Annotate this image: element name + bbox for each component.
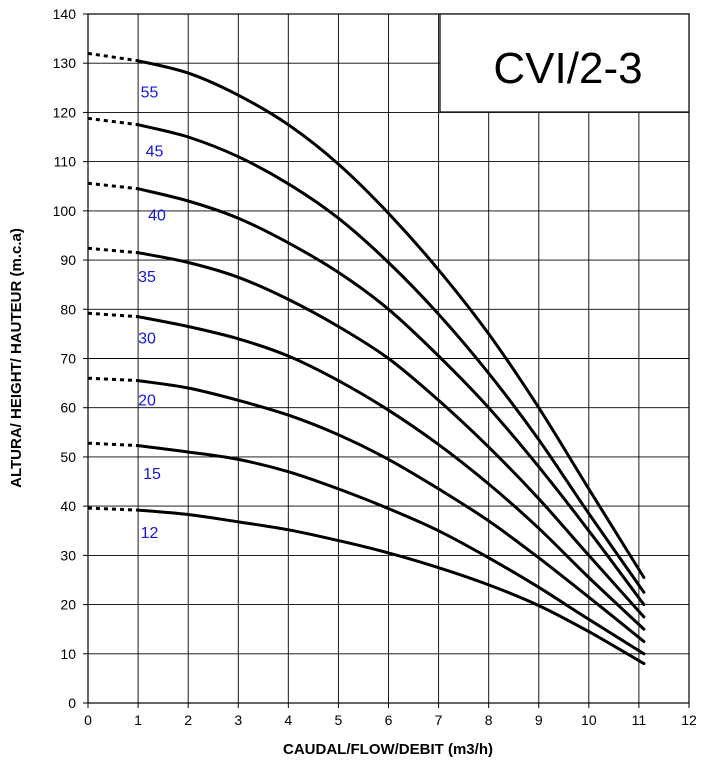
x-tick-label: 6 bbox=[385, 712, 393, 728]
x-tick-label: 12 bbox=[681, 712, 697, 728]
curve-label-40: 40 bbox=[148, 208, 166, 225]
curve-extension-55 bbox=[87, 51, 139, 63]
curve-30 bbox=[136, 315, 646, 631]
y-tick-label: 40 bbox=[60, 498, 76, 514]
curve-extension-30 bbox=[87, 311, 139, 319]
title-box-frame bbox=[439, 13, 690, 113]
curve-extension-40 bbox=[87, 181, 139, 191]
curve-label-30: 30 bbox=[138, 331, 156, 348]
curve-label-12: 12 bbox=[141, 525, 159, 542]
curve-40 bbox=[136, 187, 646, 607]
y-tick-label: 50 bbox=[60, 449, 76, 465]
x-tick-label: 8 bbox=[485, 712, 493, 728]
curve-extension-35 bbox=[87, 246, 139, 255]
y-tick-label: 120 bbox=[53, 104, 77, 120]
x-tick-label: 7 bbox=[435, 712, 443, 728]
x-tick-label: 0 bbox=[84, 712, 92, 728]
y-tick-label: 10 bbox=[60, 646, 76, 662]
curve-extension-45 bbox=[87, 116, 139, 127]
curve-label-45: 45 bbox=[146, 144, 164, 161]
curve-extension-15 bbox=[87, 441, 139, 448]
curve-extension-12 bbox=[87, 506, 139, 512]
x-tick-labels: 0 1 2 3 4 5 6 7 8 9 10 11 12 bbox=[84, 703, 697, 728]
curve-55 bbox=[136, 59, 646, 579]
y-tick-label: 80 bbox=[60, 301, 76, 317]
x-tick-label: 1 bbox=[134, 712, 142, 728]
curve-20 bbox=[136, 379, 646, 643]
curve-labels: 55 45 40 35 30 20 15 12 bbox=[138, 85, 166, 542]
y-tick-label: 110 bbox=[54, 154, 77, 170]
y-tick-label: 30 bbox=[60, 547, 76, 563]
title-box: CVI/2-3 bbox=[439, 13, 690, 113]
y-tick-label: 130 bbox=[53, 55, 77, 71]
y-tick-labels: 0 10 20 30 40 50 60 70 80 90 100 110 120 130 140 bbox=[53, 6, 88, 711]
y-tick-label: 140 bbox=[53, 6, 77, 22]
curve-label-20: 20 bbox=[138, 392, 156, 409]
y-tick-label: 0 bbox=[68, 695, 76, 711]
x-tick-label: 10 bbox=[581, 712, 597, 728]
curve-35 bbox=[136, 251, 646, 619]
chart-title: CVI/2-3 bbox=[493, 44, 642, 93]
x-tick-label: 9 bbox=[535, 712, 543, 728]
x-tick-label: 3 bbox=[234, 712, 242, 728]
curve-45 bbox=[136, 123, 646, 594]
curve-15 bbox=[136, 444, 646, 656]
y-tick-label: 70 bbox=[60, 351, 76, 367]
x-axis-title: CAUDAL/FLOW/DEBIT (m3/h) bbox=[283, 741, 493, 758]
curve-12 bbox=[136, 508, 646, 666]
curve-label-15: 15 bbox=[143, 466, 161, 483]
y-tick-label: 20 bbox=[60, 597, 76, 613]
x-tick-label: 4 bbox=[284, 712, 292, 728]
y-tick-label: 90 bbox=[60, 252, 76, 268]
x-tick-label: 2 bbox=[184, 712, 192, 728]
curve-extension-20 bbox=[87, 376, 139, 383]
y-tick-label: 60 bbox=[60, 400, 76, 416]
y-tick-label: 100 bbox=[53, 203, 77, 219]
y-axis-title: ALTURA/ HEIGHT/ HAUTEUR (m.c.a) bbox=[8, 228, 25, 488]
curves-group bbox=[87, 51, 646, 666]
curve-label-35: 35 bbox=[138, 269, 156, 286]
x-tick-label: 11 bbox=[632, 712, 647, 728]
x-tick-label: 5 bbox=[335, 712, 343, 728]
curve-label-55: 55 bbox=[141, 85, 159, 102]
